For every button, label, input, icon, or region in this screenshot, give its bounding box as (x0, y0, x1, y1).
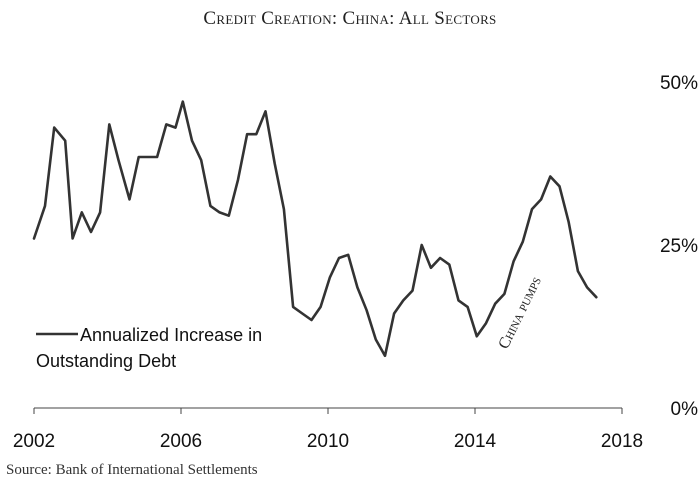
x-axis: 2002 2006 2010 2014 2018 (13, 407, 643, 452)
source-note: Source: Bank of International Settlement… (6, 462, 258, 478)
annotation-group: China pumps (495, 274, 545, 352)
x-tick-label: 2014 (454, 431, 497, 452)
y-tick-label: 0% (671, 399, 699, 420)
series-group (32, 100, 598, 358)
y-tick-label: 25% (660, 236, 698, 257)
y-axis: 0% 25% 50% (660, 73, 698, 420)
legend-label: Outstanding Debt (36, 351, 176, 371)
legend: Annualized Increase in Outstanding Debt (36, 325, 262, 371)
x-tick-label: 2010 (307, 431, 349, 452)
legend-label: Annualized Increase in (80, 325, 262, 345)
x-tick-label: 2018 (601, 431, 643, 452)
china-pumps-annotation: China pumps (495, 274, 545, 352)
series-line (32, 100, 598, 358)
x-tick-label: 2006 (160, 431, 202, 452)
chart-title: Credit Creation: China: All Sectors (203, 8, 497, 29)
y-tick-label: 50% (660, 73, 698, 94)
x-tick-label: 2002 (13, 431, 55, 452)
